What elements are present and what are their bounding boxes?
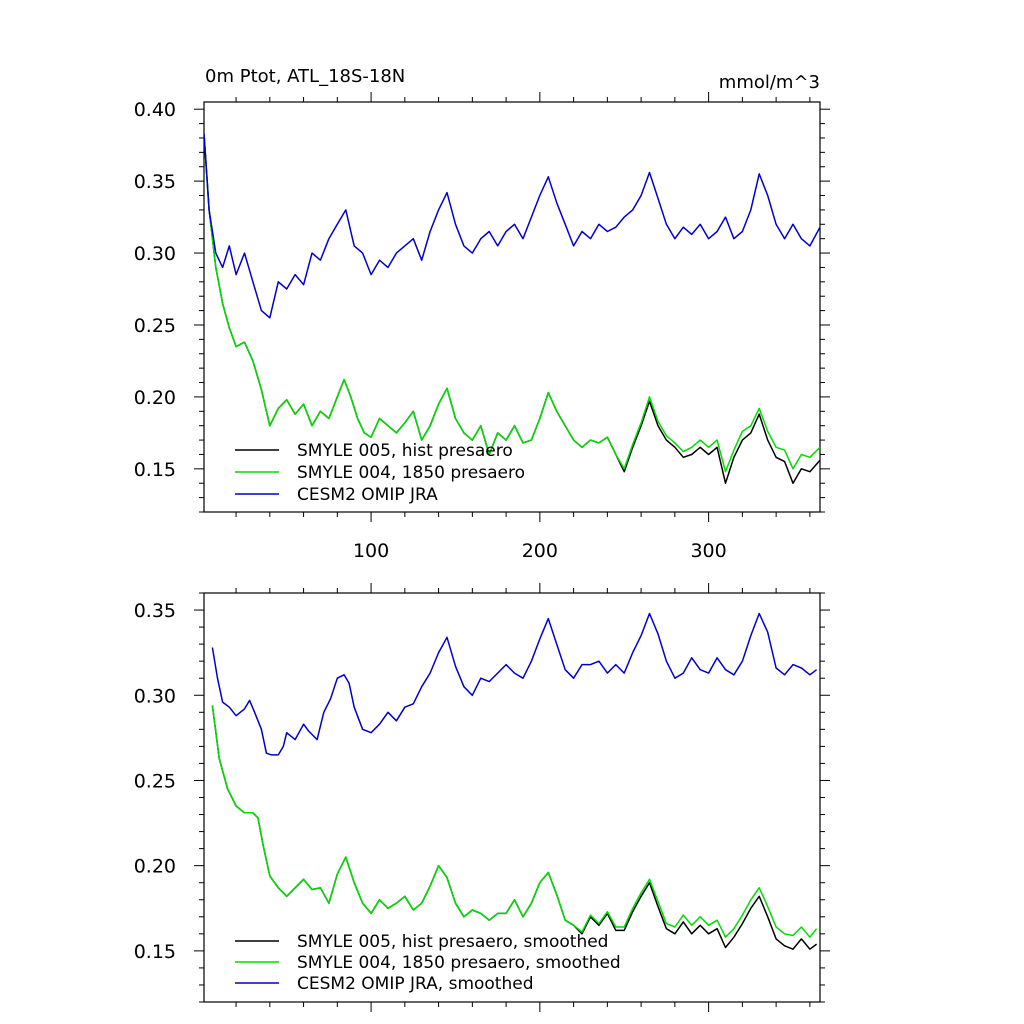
- top-panel: 100 200 300 0.15 0.20 0.25 0.30 0.35 0.40 SMYLE 0…: [134, 92, 830, 562]
- y-tick-label: 0.40: [134, 99, 176, 121]
- x-tick-label: 100: [353, 540, 389, 562]
- y-tick-label: 0.15: [134, 459, 176, 481]
- legend-label: SMYLE 004, 1850 presaero, smoothed: [297, 953, 621, 973]
- legend-label: CESM2 OMIP JRA, smoothed: [297, 974, 534, 994]
- series-line: [211, 705, 818, 938]
- legend-label: SMYLE 005, hist presaero, smoothed: [297, 932, 608, 952]
- x-tick-label: 300: [690, 540, 726, 562]
- y-tick-label: 0.20: [134, 856, 176, 878]
- legend-label: CESM2 OMIP JRA: [297, 485, 438, 505]
- y-tick-label: 0.20: [134, 387, 176, 409]
- y-tick-label: 0.35: [134, 600, 176, 622]
- plot-units: mmol/m^3: [719, 72, 820, 93]
- x-tick-label: 200: [522, 540, 558, 562]
- series-line: [204, 133, 820, 319]
- series-line: [204, 133, 820, 473]
- y-tick-label: 0.30: [134, 243, 176, 265]
- legend-label: SMYLE 004, 1850 presaero: [297, 463, 525, 483]
- y-tick-label: 0.35: [134, 171, 176, 193]
- y-tick-label: 0.30: [134, 685, 176, 707]
- y-tick-label: 0.25: [134, 770, 176, 792]
- series-line: [211, 705, 818, 950]
- plot-frame: [203, 101, 821, 513]
- plot-title: 0m Ptot, ATL_18S-18N: [205, 66, 405, 87]
- y-tick-label: 0.15: [134, 941, 176, 963]
- y-tick-label: 0.25: [134, 315, 176, 337]
- legend-label: SMYLE 005, hist presaero: [297, 441, 513, 461]
- bottom-panel: 0.15 0.20 0.25 0.30 0.35 SMYLE 005, hist pres…: [134, 583, 830, 1012]
- series-line: [211, 612, 818, 756]
